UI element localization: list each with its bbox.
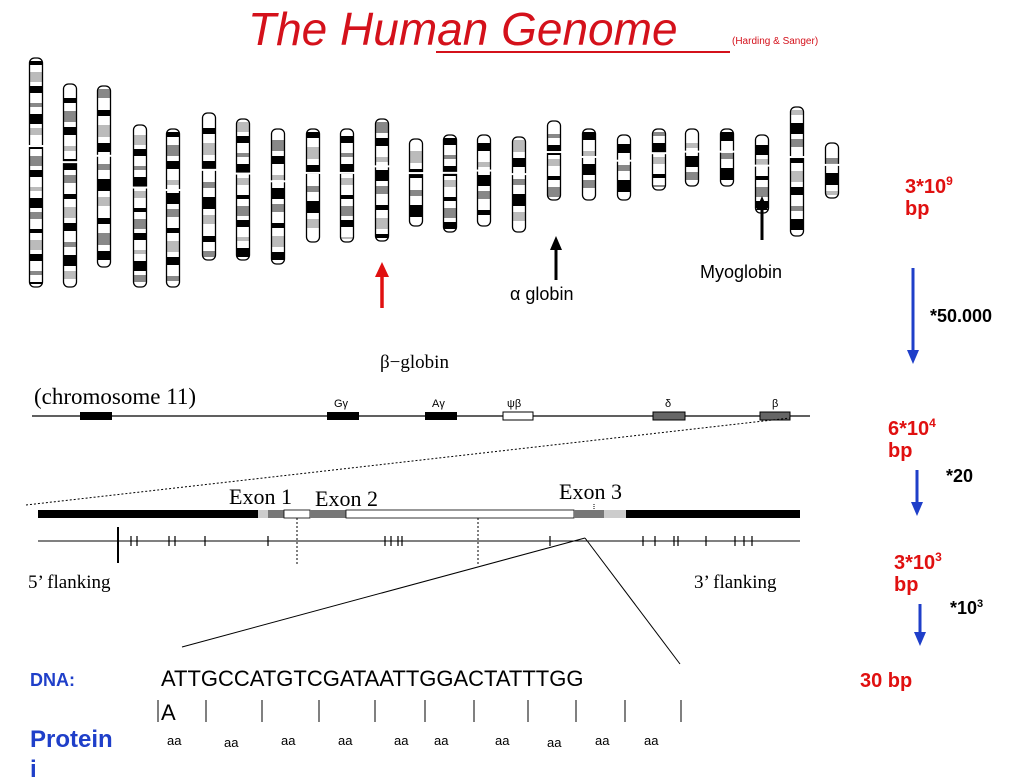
alpha-globin-arrow (550, 236, 562, 280)
chromosome-ideogram (270, 128, 286, 265)
chromosome-ideogram (476, 134, 492, 227)
chromosome-ideogram (581, 128, 597, 201)
amino-acid: aa (281, 733, 296, 748)
amino-acid: aa (595, 733, 610, 748)
chromosome-ideogram (789, 106, 805, 237)
beta-globin-heading: β−globin (380, 352, 449, 373)
amino-acid: aa (495, 733, 510, 748)
karyotype-diagram (28, 57, 840, 288)
chromosome-ideogram (442, 134, 458, 233)
scale-arrows (907, 268, 926, 646)
scale-factor-1: *50.000 (930, 306, 993, 326)
exon-3-label: Exon 3 (559, 479, 622, 504)
chromosome-ideogram (235, 118, 251, 261)
gene-epsilon (80, 412, 112, 420)
amino-acid: aa (644, 733, 659, 748)
chromosome-ideogram (62, 83, 78, 288)
chromosome-ideogram (165, 128, 181, 288)
chromosome-ideogram (28, 57, 44, 288)
red-marker-arrow (375, 262, 389, 308)
title-underline (436, 51, 730, 53)
chromosome-ideogram (511, 136, 527, 233)
chromosome-ideogram (374, 118, 390, 242)
dna-sequence-wrap: A (161, 700, 176, 725)
amino-acid: aa (547, 735, 562, 750)
chromosome-ideogram (305, 128, 321, 243)
chromosome-ideogram (96, 85, 112, 268)
karyotype-markers (375, 196, 768, 308)
chromosome-ideogram (651, 128, 667, 191)
scale-level-sequence: 30 bp (860, 670, 913, 692)
beta-globin-cluster (25, 411, 810, 506)
exon-1-label: Exon 1 (229, 484, 292, 509)
alpha-globin-label: α globin (510, 284, 574, 304)
amino-acid: aa (167, 733, 182, 748)
gene-label-beta: β (772, 398, 779, 410)
gene-label-g-gamma: Gγ (334, 398, 349, 410)
scale-level-gene: 3*103 bp (894, 550, 942, 596)
chromosome-ideogram (408, 138, 424, 227)
chromosome-ideogram (339, 128, 355, 243)
protein-label: Protein (30, 726, 113, 753)
chromosome-ideogram (616, 134, 632, 201)
amino-acid: aa (434, 733, 449, 748)
chromosome-ideogram (719, 128, 735, 187)
exon-2-label: Exon 2 (315, 486, 378, 511)
gene-label-psi-beta: ψβ (507, 398, 522, 410)
gene-label-delta: δ (665, 398, 672, 410)
chromosome-label: (chromosome 11) (34, 384, 197, 409)
three-prime-flanking-label: 3’ flanking (694, 572, 777, 593)
chromosome-ideogram (132, 124, 148, 288)
amino-acid: aa (224, 735, 239, 750)
dna-label: DNA: (30, 670, 75, 690)
chromosome-ideogram (824, 142, 840, 199)
scale-level-cluster: 6*104 bp (888, 416, 936, 462)
chromosome-ideogram (546, 120, 562, 201)
five-prime-flanking-label: 5’ flanking (28, 572, 111, 593)
dna-sequence: ATTGCCATGTCGATAATTGGACTATTTGG (161, 666, 584, 691)
gene-label-a-gamma: Aγ (432, 398, 445, 410)
myoglobin-label: Myoglobin (700, 262, 783, 282)
chromosome-ideogram (684, 128, 700, 187)
amino-acid: aa (338, 733, 353, 748)
codon-separators (157, 700, 682, 722)
scale-factor-2: *20 (946, 466, 974, 486)
scale-level-genome: 3*109 bp (905, 174, 953, 220)
amino-acid: aa (394, 733, 409, 748)
gene-g-gamma (327, 412, 359, 420)
title-attribution: (Harding & Sanger) (732, 36, 819, 47)
gene-psi-beta (502, 411, 534, 421)
gene-structure (38, 504, 800, 665)
chromosome-ideogram (201, 112, 217, 261)
gene-delta (652, 411, 686, 421)
gene-a-gamma (425, 412, 457, 420)
myoglobin-arrow (756, 196, 768, 240)
scale-factor-3: *103 (950, 598, 984, 618)
page-title: The Human Genome (248, 3, 678, 55)
